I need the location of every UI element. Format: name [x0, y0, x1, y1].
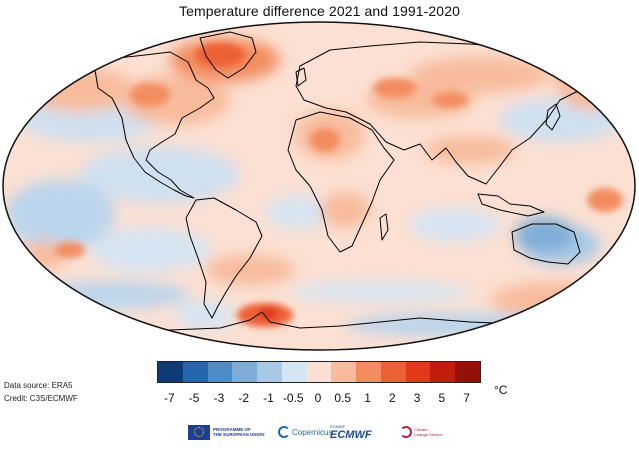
eu-programme-logo: PROGRAMME OF THE EUROPEAN UNION — [188, 418, 265, 446]
copernicus-logo: Copernicus — [278, 418, 332, 446]
ecmwf-small-label: ECMWF — [330, 423, 346, 429]
legend-tick-label: 0.5 — [334, 391, 352, 405]
legend-tick-label: -3 — [213, 391, 225, 405]
legend-bin — [281, 362, 307, 382]
legend-bin — [306, 362, 332, 382]
legend-tick-label: -1 — [263, 391, 274, 405]
legend-tick-label: 1 — [364, 391, 371, 405]
c3s-icon — [400, 426, 412, 438]
legend-bin — [380, 362, 406, 382]
legend-bin — [430, 362, 456, 382]
legend-tick-label: -5 — [188, 391, 200, 405]
ecmwf-label: ECMWF — [330, 428, 372, 441]
indonesia-coast — [477, 193, 545, 217]
legend-bin — [331, 362, 357, 382]
legend-bin — [232, 362, 258, 382]
credit-text: Credit: C3S/ECMWF — [4, 394, 78, 403]
color-legend: -7 -5 -3 -2 -1 -0.5 0 0.5 1 2 3 5 7 °C — [155, 361, 507, 405]
legend-bin — [405, 362, 431, 382]
north-america-coast — [94, 51, 215, 199]
japan-coast — [545, 103, 561, 131]
south-america-coast — [185, 197, 263, 319]
africa-coast — [287, 111, 395, 253]
logo-strip: PROGRAMME OF THE EUROPEAN UNION Copernic… — [188, 418, 448, 446]
legend-tick-label: -0.5 — [282, 391, 304, 405]
eu-flag-icon — [188, 424, 210, 440]
legend-bin — [207, 362, 233, 382]
legend-color-bar — [157, 361, 481, 383]
madagascar-coast — [379, 213, 389, 241]
legend-bin — [158, 362, 183, 382]
legend-tick-label: 5 — [438, 391, 446, 405]
globe-outline — [2, 21, 636, 351]
copernicus-label: Copernicus — [292, 427, 333, 437]
legend-tick-label: 3 — [413, 391, 421, 405]
c3s-line1: Climate — [414, 427, 428, 432]
eu-programme-line2: THE EUROPEAN UNION — [213, 432, 265, 437]
legend-tick-label: 0 — [314, 391, 322, 405]
legend-bin — [257, 362, 282, 382]
legend-bin — [455, 362, 480, 382]
greenland-coast — [199, 31, 257, 79]
ecmwf-logo: ECMWF ECMWF — [330, 418, 372, 446]
copernicus-icon — [278, 426, 290, 438]
legend-unit: °C — [494, 383, 508, 397]
c3s-line2: Change Service — [414, 432, 443, 437]
legend-tick-label: -2 — [238, 391, 250, 405]
data-source-text: Data source: ERA5 — [4, 381, 73, 390]
map-title: Temperature difference 2021 and 1991-202… — [179, 3, 460, 19]
australia-coast — [511, 223, 581, 265]
legend-bin — [182, 362, 208, 382]
eu-programme-line1: PROGRAMME OF — [213, 427, 251, 432]
uk-coast — [295, 67, 307, 87]
legend-tick-label: -7 — [164, 391, 175, 405]
legend-bin — [356, 362, 381, 382]
c3s-logo: Climate Change Service — [400, 418, 442, 446]
legend-tick-label: 2 — [388, 391, 396, 405]
legend-tick-label: 7 — [463, 391, 470, 405]
